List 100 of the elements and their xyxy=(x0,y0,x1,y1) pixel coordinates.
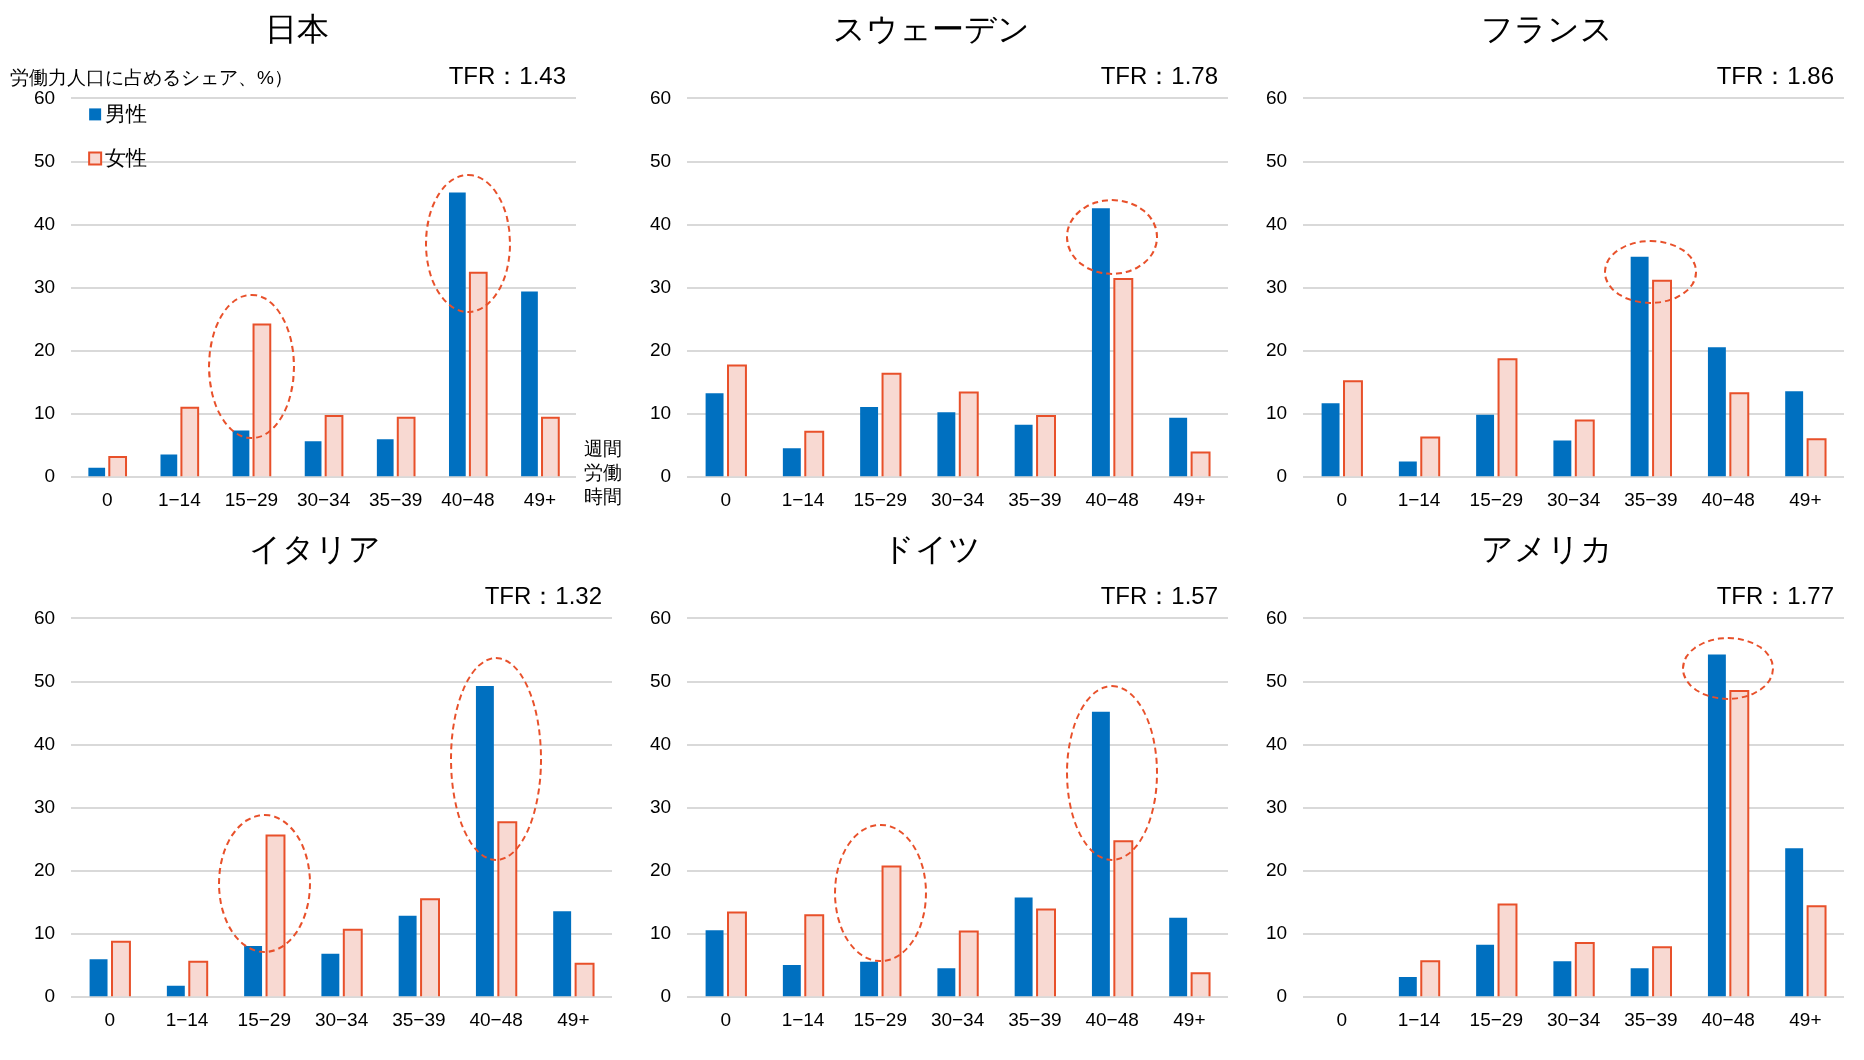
x-tick-label: 40−48 xyxy=(1701,488,1755,510)
x-tick-label: 35−39 xyxy=(1008,488,1062,510)
x-tick-label: 15−29 xyxy=(853,1008,907,1030)
y-tick-label: 10 xyxy=(33,402,56,424)
bar xyxy=(860,961,879,997)
bar xyxy=(1553,440,1572,477)
bar xyxy=(304,441,322,477)
y-tick-label: 10 xyxy=(1265,922,1288,944)
text: TFR：1.86 xyxy=(1716,62,1834,90)
text: TFR：1.43 xyxy=(448,62,566,90)
chart-title: ドイツ xyxy=(881,531,981,568)
y-tick-label: 10 xyxy=(649,402,672,424)
bar xyxy=(1707,654,1726,997)
y-tick-label: 30 xyxy=(1265,276,1288,298)
bar xyxy=(937,968,956,997)
bar xyxy=(1169,917,1188,997)
y-tick-label: 40 xyxy=(1265,212,1288,234)
x-tick-label: 49+ xyxy=(1173,488,1206,510)
y-tick-label: 40 xyxy=(33,732,56,754)
y-tick-label: 20 xyxy=(33,339,56,361)
x-tick-label: 40−48 xyxy=(1085,488,1139,510)
y-tick-label: 50 xyxy=(649,669,672,691)
x-tick-label: 35−39 xyxy=(1624,1008,1678,1030)
bar xyxy=(475,685,494,997)
bar xyxy=(705,930,724,997)
x-tick-label: 35−39 xyxy=(1008,1008,1062,1030)
x-tick-label: 40−48 xyxy=(1701,1008,1755,1030)
bar xyxy=(937,412,956,477)
x-tick-label: 15−29 xyxy=(224,488,279,510)
y-axis-title: 労働力人口に占めるシェア、%） xyxy=(10,67,293,89)
bar xyxy=(1398,977,1417,997)
y-tick-label: 50 xyxy=(649,149,672,171)
bar xyxy=(782,965,801,997)
bar xyxy=(860,407,879,477)
y-tick-label: 0 xyxy=(660,985,672,1007)
bar xyxy=(521,291,538,477)
x-tick-label: 0 xyxy=(720,488,732,510)
x-tick-label: 49+ xyxy=(1789,488,1822,510)
y-tick-label: 30 xyxy=(33,796,56,818)
x-tick-label: 15−29 xyxy=(1469,488,1523,510)
bar xyxy=(1476,944,1495,997)
bar xyxy=(1707,347,1726,477)
bar xyxy=(1785,391,1804,477)
text: TFR：1.78 xyxy=(1100,62,1218,90)
x-tick-label: 1−14 xyxy=(157,488,202,510)
x-tick-label: 1−14 xyxy=(165,1008,209,1030)
y-tick-label: 40 xyxy=(33,212,56,234)
bar xyxy=(1476,414,1495,477)
y-tick-label: 50 xyxy=(1265,149,1288,171)
y-tick-label: 60 xyxy=(33,86,56,108)
y-tick-label: 10 xyxy=(1265,402,1288,424)
y-tick-label: 20 xyxy=(33,859,56,881)
chart-title: アメリカ xyxy=(1481,531,1613,568)
bar xyxy=(1169,417,1188,477)
bar xyxy=(89,959,108,997)
bar xyxy=(1630,256,1649,477)
bar xyxy=(160,454,178,477)
y-tick-label: 40 xyxy=(649,732,672,754)
x-tick-label: 30−34 xyxy=(1546,488,1601,510)
bar xyxy=(321,953,340,997)
x-tick-label: 0 xyxy=(720,1008,732,1030)
x-axis-title: 週間労働時間 xyxy=(584,438,622,508)
x-tick-label: 0 xyxy=(104,1008,116,1030)
x-tick-label: 0 xyxy=(101,488,113,510)
legend-label: 女性 xyxy=(105,146,148,170)
bar xyxy=(1785,848,1804,997)
y-tick-label: 20 xyxy=(1265,339,1288,361)
chart-title: 日本 xyxy=(265,11,329,48)
x-tick-label: 30−34 xyxy=(1546,1008,1601,1030)
x-tick-label: 0 xyxy=(1336,1008,1348,1030)
bar xyxy=(88,467,106,477)
x-tick-label: 30−34 xyxy=(296,488,351,510)
x-tick-label: 35−39 xyxy=(369,488,423,510)
x-tick-label: 30−34 xyxy=(930,1008,985,1030)
bar xyxy=(782,448,801,477)
y-tick-label: 10 xyxy=(649,922,672,944)
y-tick-label: 30 xyxy=(1265,796,1288,818)
bar xyxy=(553,911,572,997)
bar xyxy=(1014,424,1033,477)
y-tick-label: 50 xyxy=(1265,669,1288,691)
y-tick-label: 0 xyxy=(44,465,56,487)
bar xyxy=(1553,961,1572,997)
bar xyxy=(398,915,417,997)
x-tick-label: 15−29 xyxy=(237,1008,291,1030)
bar xyxy=(1321,403,1340,477)
x-tick-label: 49+ xyxy=(523,488,557,510)
x-tick-label: 40−48 xyxy=(1085,1008,1139,1030)
y-tick-label: 0 xyxy=(44,985,56,1007)
y-tick-label: 0 xyxy=(1276,985,1288,1007)
x-tick-label: 30−34 xyxy=(314,1008,369,1030)
x-tick-label: 1−14 xyxy=(1397,1008,1441,1030)
y-tick-label: 20 xyxy=(649,859,672,881)
chart-title: イタリア xyxy=(249,531,381,568)
bar xyxy=(1091,208,1110,477)
bar xyxy=(448,192,466,477)
x-tick-label: 1−14 xyxy=(781,488,825,510)
text: TFR：1.57 xyxy=(1100,582,1218,610)
bar xyxy=(166,985,185,997)
bar xyxy=(232,430,250,477)
x-tick-label: 0 xyxy=(1336,488,1348,510)
